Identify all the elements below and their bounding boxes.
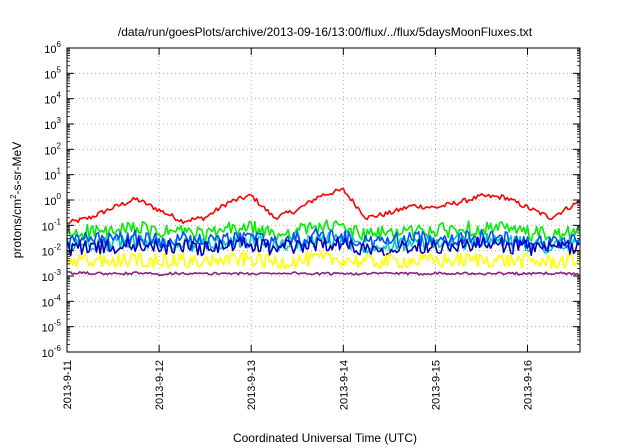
ticks	[66, 47, 580, 353]
x-tick-label: 2013-9-16	[523, 360, 535, 410]
x-tick-labels: 2013-9-11 2013-9-12 2013-9-13 2013-9-14 2013…	[62, 360, 535, 410]
x-tick-label: 2013-9-15	[430, 360, 442, 410]
y-tick-exponent: 5	[57, 65, 62, 74]
y-tick-mantissa: 10	[44, 95, 56, 107]
y-tick-label: 10-4	[42, 293, 62, 309]
y-tick-label: 10-3	[42, 268, 62, 284]
y-tick-mantissa: 10	[42, 323, 54, 335]
y-axis-label-main: protons/cm	[10, 199, 24, 258]
series-layer	[66, 187, 580, 277]
y-tick-exponent: -5	[54, 319, 62, 328]
series-line-7	[66, 270, 580, 277]
series-line-5	[66, 236, 580, 257]
y-tick-mantissa: 10	[42, 221, 54, 233]
y-tick-label: 105	[44, 65, 61, 81]
y-tick-mantissa: 10	[44, 44, 56, 56]
grid	[67, 48, 580, 352]
y-tick-mantissa: 10	[44, 120, 56, 132]
y-tick-exponent: 1	[57, 167, 62, 176]
y-tick-exponent: 4	[57, 91, 62, 100]
y-tick-exponent: -1	[54, 217, 62, 226]
y-tick-labels: 10-610-510-410-310-210-11001011021031041…	[42, 40, 62, 360]
y-axis-label: protons/cm2-s-sr-MeV	[9, 142, 24, 258]
series-line-1	[66, 187, 580, 225]
y-tick-exponent: 2	[57, 141, 62, 150]
y-tick-exponent: -4	[54, 293, 62, 302]
y-tick-label: 106	[44, 40, 61, 56]
y-tick-mantissa: 10	[42, 247, 54, 259]
series-line-6	[66, 250, 580, 270]
x-tick-label: 2013-9-12	[154, 360, 166, 410]
x-tick-label: 2013-9-14	[338, 360, 350, 410]
y-tick-label: 10-1	[42, 217, 62, 233]
y-tick-exponent: -2	[54, 243, 62, 252]
y-tick-mantissa: 10	[42, 297, 54, 309]
y-tick-mantissa: 10	[44, 196, 56, 208]
y-tick-exponent: 3	[57, 116, 62, 125]
y-axis-label-superscript: 2	[9, 194, 18, 199]
y-tick-mantissa: 10	[42, 348, 54, 360]
y-axis-label-rest: -s-sr-MeV	[10, 142, 24, 195]
y-tick-exponent: 6	[57, 40, 62, 49]
chart-title: /data/run/goesPlots/archive/2013-09-16/1…	[118, 25, 533, 39]
y-tick-label: 10-5	[42, 319, 62, 335]
y-tick-exponent: -6	[54, 344, 62, 353]
y-tick-exponent: -3	[54, 268, 62, 277]
y-tick-exponent: 0	[57, 192, 62, 201]
y-tick-mantissa: 10	[44, 171, 56, 183]
series-line-2	[66, 219, 580, 244]
y-tick-label: 104	[44, 91, 61, 107]
y-tick-label: 103	[44, 116, 61, 132]
y-tick-mantissa: 10	[44, 69, 56, 81]
y-tick-label: 101	[44, 167, 61, 183]
y-tick-mantissa: 10	[42, 272, 54, 284]
y-tick-label: 102	[44, 141, 61, 157]
x-axis-label: Coordinated Universal Time (UTC)	[233, 431, 417, 445]
x-tick-label: 2013-9-11	[62, 360, 74, 409]
y-tick-label: 10-6	[42, 344, 62, 360]
x-tick-label: 2013-9-13	[246, 360, 258, 410]
y-tick-label: 10-2	[42, 243, 62, 259]
y-tick-label: 100	[44, 192, 61, 208]
y-tick-mantissa: 10	[44, 145, 56, 157]
